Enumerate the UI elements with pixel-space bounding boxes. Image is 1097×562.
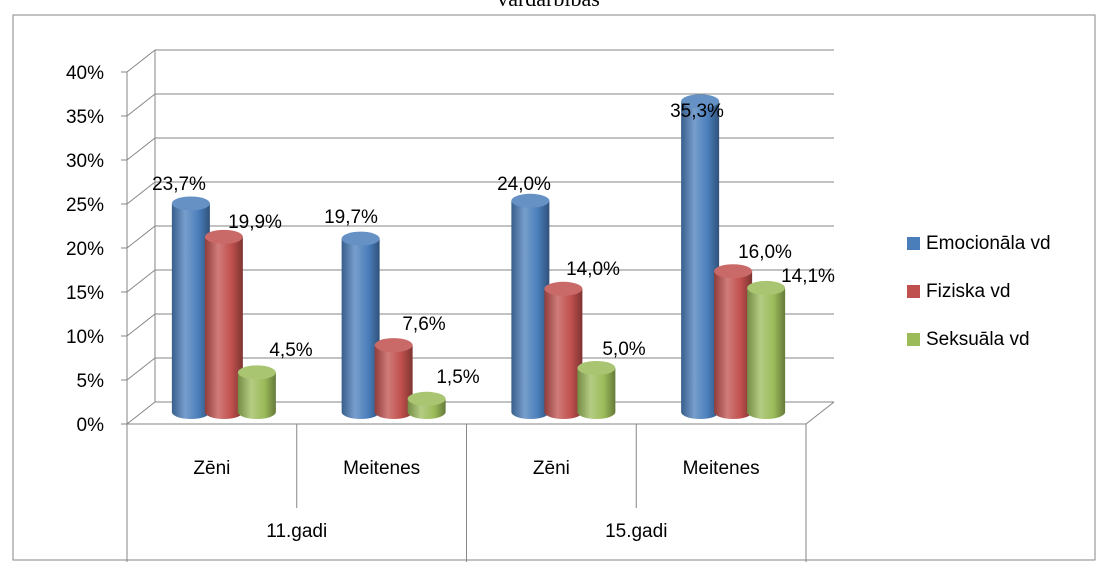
bar [511, 193, 550, 420]
bar [681, 94, 720, 420]
legend-label: Fiziska vd [926, 281, 1010, 302]
y-tick-label: 40% [66, 63, 104, 84]
bar [407, 391, 446, 420]
data-label: 23,7% [152, 174, 206, 195]
bar-body [237, 372, 276, 420]
bar [204, 229, 243, 420]
bar [714, 264, 753, 420]
category-label: Meitenes [683, 458, 760, 479]
y-tick-label: 15% [66, 283, 104, 304]
y-tick-label: 20% [66, 239, 104, 260]
y-tick-label: 35% [66, 107, 104, 128]
y-tick-label: 10% [66, 327, 104, 348]
data-label: 19,7% [324, 207, 378, 228]
data-label: 4,5% [269, 340, 312, 361]
gridline-connector [126, 181, 156, 205]
bar-top [204, 229, 243, 244]
bar-body [544, 288, 583, 420]
gridline-connector [126, 357, 156, 381]
data-label: 14,1% [781, 266, 835, 287]
bar-body [577, 368, 616, 419]
bar-top [341, 231, 380, 246]
y-tick-label: 0% [77, 415, 105, 436]
data-label: 14,0% [566, 259, 620, 280]
bar [171, 196, 210, 420]
bar [577, 361, 616, 419]
legend-swatch [907, 333, 920, 346]
bar-body [374, 345, 413, 420]
bar-top [577, 361, 616, 375]
bar-top [511, 193, 550, 208]
bar-body [341, 238, 380, 420]
bar-top [681, 94, 720, 109]
chart-frame [12, 14, 1096, 561]
gridline-connector [126, 49, 156, 73]
bar-body [747, 287, 786, 420]
y-tick-label: 30% [66, 151, 104, 172]
legend-swatch [907, 237, 920, 250]
category-label: Zēni [533, 458, 570, 479]
gridline-connector [126, 137, 156, 161]
bar-body [204, 236, 243, 420]
gridline-connector [126, 269, 156, 293]
bar-body [171, 203, 210, 420]
bar-top [544, 281, 583, 296]
gridline-connector [126, 225, 156, 249]
data-label: 5,0% [602, 339, 645, 360]
bar-top [374, 338, 413, 353]
gridline-connector [126, 401, 156, 425]
bar-top [747, 280, 786, 295]
gridline-connector [126, 313, 156, 337]
bar [341, 231, 380, 420]
data-label: 1,5% [436, 367, 479, 388]
y-tick-label: 25% [66, 195, 104, 216]
legend-label: Seksuāla vd [926, 329, 1030, 350]
bar [544, 281, 583, 420]
gridline-connector [126, 93, 156, 117]
bar [237, 365, 276, 420]
floor-edge [805, 401, 835, 425]
legend-swatch [907, 285, 920, 298]
bar-top [407, 391, 446, 406]
bar-body [511, 200, 550, 420]
category-label: Zēni [193, 458, 230, 479]
category-label: Meitenes [343, 458, 420, 479]
bar-body [681, 101, 720, 420]
chart-title: vardarbības [0, 0, 1097, 12]
bar [374, 338, 413, 420]
data-label: 16,0% [738, 242, 792, 263]
data-label: 19,9% [228, 212, 282, 233]
bar-body [714, 271, 753, 420]
legend-label: Emocionāla vd [926, 233, 1051, 254]
bar-top [714, 264, 753, 279]
bar [747, 280, 786, 420]
y-tick-label: 5% [77, 371, 105, 392]
bar-top [171, 196, 210, 211]
data-label: 24,0% [497, 174, 551, 195]
group-label: 11.gadi [266, 521, 327, 542]
group-label: 15.gadi [605, 521, 667, 542]
data-label: 7,6% [402, 314, 445, 335]
bar-top [237, 365, 276, 380]
data-label: 35,3% [670, 101, 724, 122]
